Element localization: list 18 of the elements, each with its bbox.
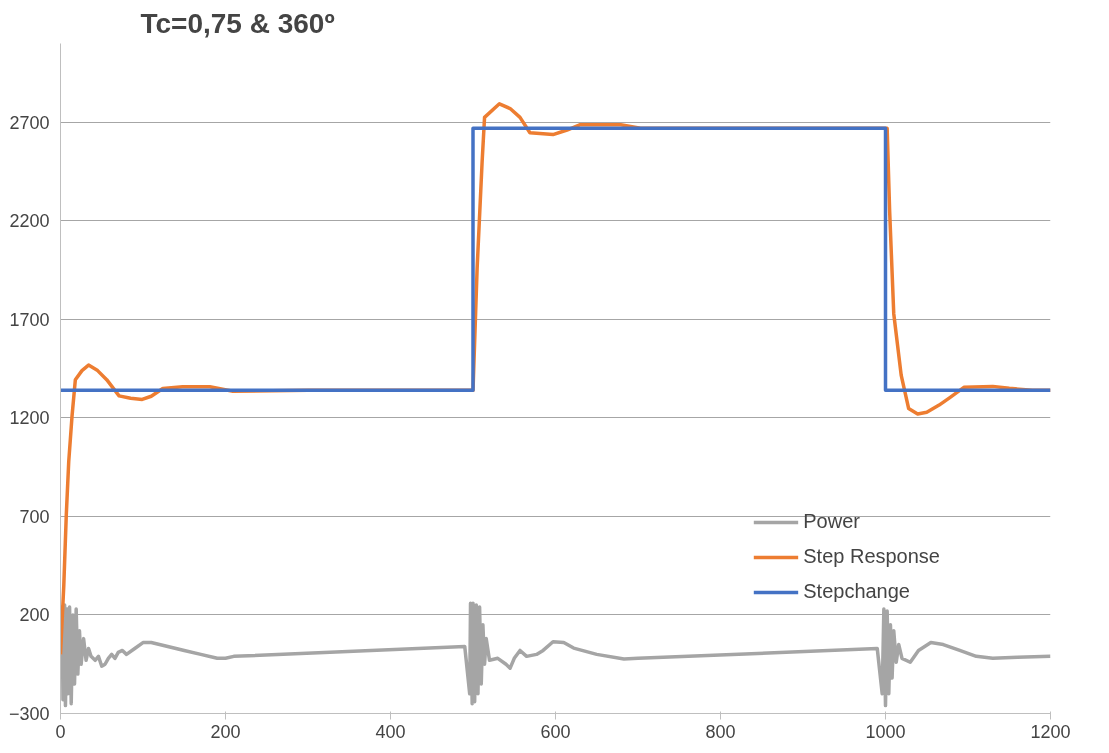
chart-title: Tc=0,75 & 360º: [140, 7, 335, 39]
x-tick-label: 0: [55, 721, 66, 742]
y-tick-label: 1700: [9, 309, 50, 330]
x-tick-label: 600: [540, 721, 571, 742]
y-tick-label: 200: [19, 605, 50, 626]
y-tick-label: 2700: [9, 112, 50, 133]
y-tick-label: 700: [19, 506, 50, 527]
x-tick-label: 200: [210, 721, 241, 742]
legend-label: Stepchange: [803, 580, 910, 603]
y-tick-label: 1200: [9, 408, 50, 429]
legend-label: Power: [803, 510, 860, 533]
x-tick-label: 800: [705, 721, 736, 742]
y-tick-label: −300: [8, 704, 50, 724]
legend-label: Step Response: [803, 545, 940, 568]
x-tick-label: 1000: [865, 721, 906, 742]
x-tick-label: 1200: [1030, 721, 1071, 742]
y-tick-label: 2200: [9, 211, 50, 232]
x-tick-label: 400: [375, 721, 406, 742]
